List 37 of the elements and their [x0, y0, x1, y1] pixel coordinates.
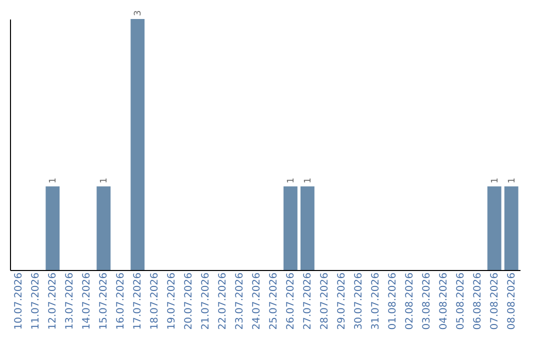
- x-tick-label: 19.07.2026: [166, 272, 178, 330]
- x-tick-label: 16.07.2026: [116, 272, 127, 330]
- data-label: 1: [507, 178, 518, 184]
- x-tick-label: 10.07.2026: [14, 272, 25, 330]
- data-label: 1: [286, 178, 296, 184]
- x-tick-label: 11.07.2026: [30, 272, 42, 330]
- x-tick-label: 17.07.2026: [132, 272, 144, 330]
- x-tick-label: 12.07.2026: [48, 272, 59, 330]
- x-tick-label: 25.07.2026: [268, 272, 280, 330]
- x-tick-label: 18.07.2026: [150, 272, 161, 330]
- x-tick-label: 20.07.2026: [184, 272, 195, 330]
- data-label: 1: [490, 178, 500, 184]
- x-tick-label: 26.07.2026: [285, 272, 296, 330]
- x-tick-label: 24.07.2026: [252, 272, 263, 330]
- x-tick-label: 01.08.2026: [387, 272, 398, 330]
- x-tick-label: 21.07.2026: [200, 272, 212, 330]
- x-tick-label: 15.07.2026: [98, 272, 110, 330]
- data-label: 1: [303, 178, 314, 184]
- x-tick-label: 29.07.2026: [336, 272, 348, 330]
- data-label: 3: [134, 10, 144, 16]
- x-tick-label: 08.08.2026: [506, 272, 518, 330]
- data-label: 1: [100, 178, 110, 184]
- x-tick-label: 03.08.2026: [421, 272, 432, 330]
- x-tick-label: 05.08.2026: [455, 272, 466, 330]
- x-tick-label: 14.07.2026: [82, 272, 93, 330]
- data-label: 1: [48, 178, 59, 184]
- x-tick-label: 02.08.2026: [404, 272, 416, 330]
- x-tick-label: 31.07.2026: [370, 272, 382, 330]
- x-tick-label: 07.08.2026: [489, 272, 500, 330]
- x-tick-label: 22.07.2026: [218, 272, 229, 330]
- x-tick-label: 30.07.2026: [353, 272, 364, 330]
- x-tick-label: 23.07.2026: [234, 272, 246, 330]
- x-tick-label: 04.08.2026: [438, 272, 450, 330]
- x-tick-label: 13.07.2026: [64, 272, 76, 330]
- x-tick-label: 06.08.2026: [472, 272, 484, 330]
- x-tick-label: 27.07.2026: [302, 272, 314, 330]
- x-tick-label: 28.07.2026: [319, 272, 330, 330]
